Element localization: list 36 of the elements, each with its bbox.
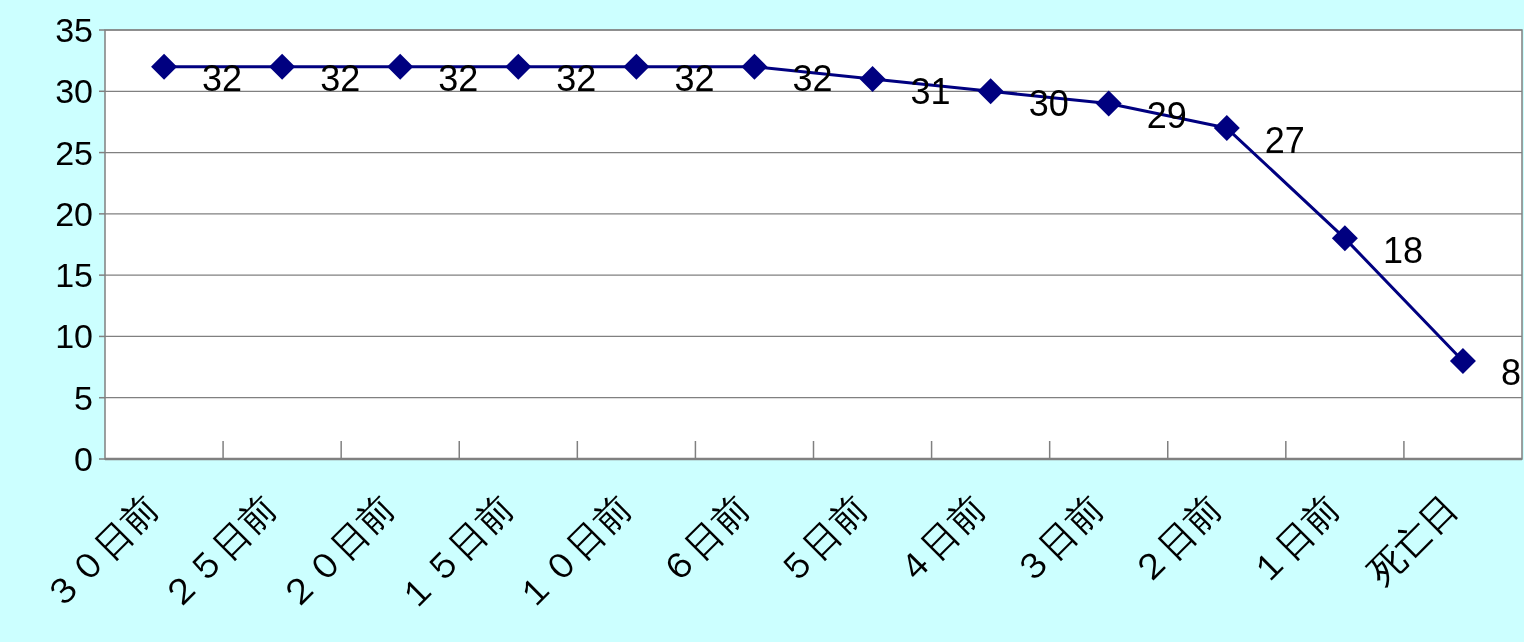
data-label: 32 bbox=[320, 58, 361, 100]
data-label: 8 bbox=[1500, 352, 1521, 394]
y-tick-label: 10 bbox=[55, 317, 93, 356]
point bbox=[269, 53, 296, 80]
point bbox=[1095, 90, 1122, 117]
data-label: 32 bbox=[556, 58, 597, 100]
data-label: 32 bbox=[202, 58, 243, 100]
point bbox=[1213, 115, 1240, 142]
y-tick-label: 5 bbox=[74, 378, 93, 417]
point bbox=[1331, 225, 1358, 252]
data-label: 18 bbox=[1382, 229, 1423, 271]
y-tick-label: 20 bbox=[55, 194, 93, 233]
x-tick-label: ４日前 bbox=[887, 487, 993, 593]
x-tick-label: ２日前 bbox=[1123, 487, 1230, 593]
point bbox=[1449, 347, 1476, 374]
data-label: 32 bbox=[674, 58, 715, 100]
x-tick-label: ５日前 bbox=[769, 487, 875, 593]
point bbox=[741, 53, 768, 80]
x-tick-label: ６日前 bbox=[651, 487, 757, 593]
point bbox=[505, 53, 532, 80]
x-tick-label: １日前 bbox=[1241, 487, 1348, 593]
y-tick-label: 25 bbox=[55, 133, 93, 172]
y-tick-label: 35 bbox=[55, 11, 93, 49]
x-tick-label: ３日前 bbox=[1005, 487, 1112, 593]
point bbox=[151, 53, 178, 80]
x-tick-label: ３０日前 bbox=[35, 487, 167, 619]
x-tick-label: 死亡日 bbox=[1359, 487, 1466, 593]
point bbox=[977, 78, 1004, 105]
point bbox=[623, 53, 650, 80]
data-label: 27 bbox=[1264, 119, 1305, 161]
data-label: 32 bbox=[438, 58, 479, 100]
y-tick-label: 30 bbox=[55, 72, 93, 111]
point bbox=[387, 53, 414, 80]
y-tick-label: 15 bbox=[55, 256, 93, 295]
point bbox=[859, 66, 886, 93]
y-tick-label: 0 bbox=[74, 440, 93, 478]
